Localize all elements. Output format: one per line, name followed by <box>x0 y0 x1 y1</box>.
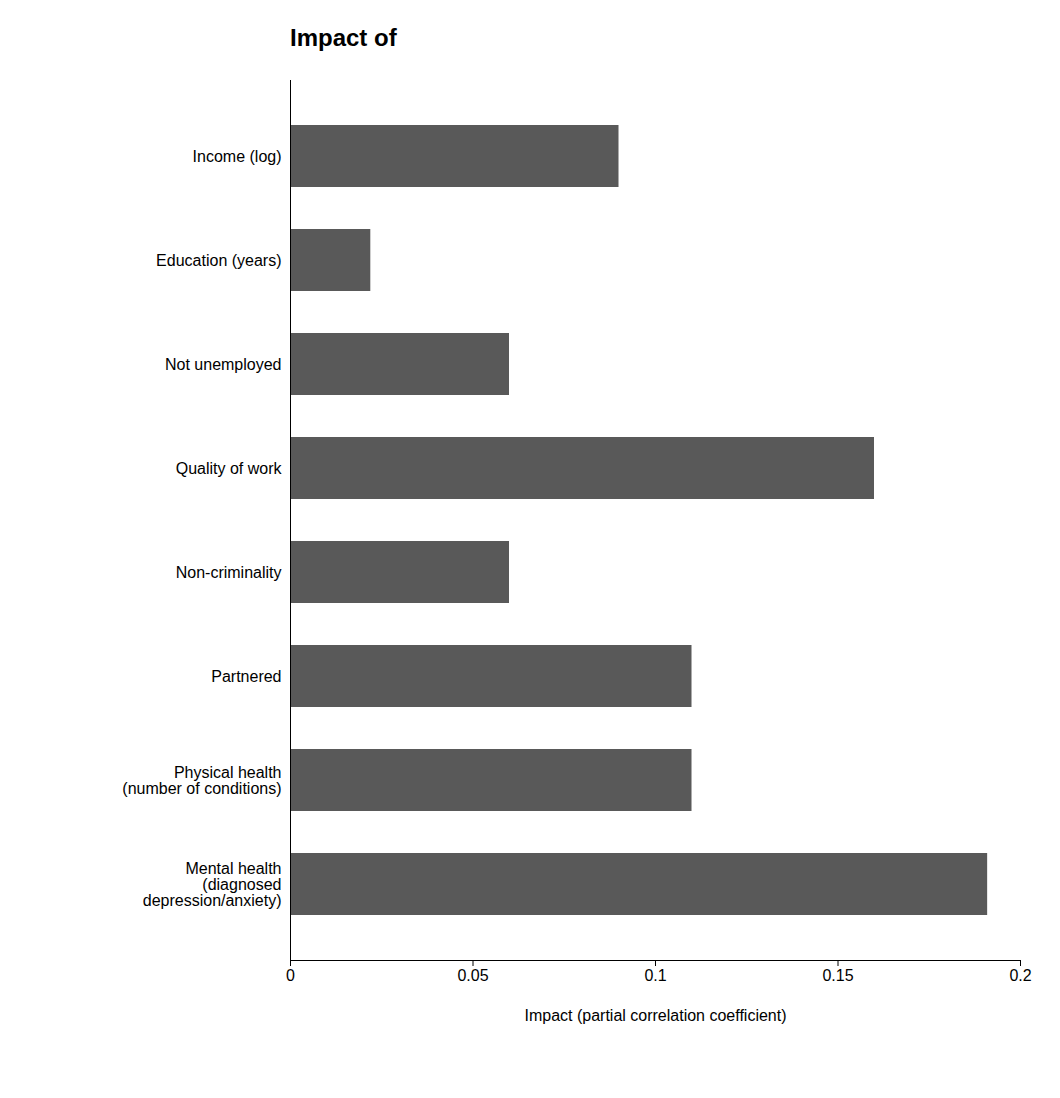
svg-text:0.2: 0.2 <box>1009 967 1031 984</box>
html-text:Impact of: Impact of <box>290 24 397 51</box>
svg-text:0.1: 0.1 <box>644 967 666 984</box>
svg-text:Non-criminality: Non-criminality <box>176 564 282 581</box>
svg-text:Education (years): Education (years) <box>156 252 281 269</box>
svg-text:Income (log): Income (log) <box>193 148 282 165</box>
svg-text:0: 0 <box>286 967 295 984</box>
svg-text:0.05: 0.05 <box>457 967 488 984</box>
svg-text:Mental health(diagnoseddepress: Mental health(diagnoseddepression/anxiet… <box>143 860 282 909</box>
svg-text:Not unemployed: Not unemployed <box>165 356 282 373</box>
svg-text:Quality of work: Quality of work <box>176 460 283 477</box>
svg-text:Partnered: Partnered <box>211 668 281 685</box>
svg-text:Impact (partial correlation co: Impact (partial correlation coefficient) <box>524 1007 786 1024</box>
svg-text:0.15: 0.15 <box>822 967 853 984</box>
svg-text:Physical health(number of cond: Physical health(number of conditions) <box>122 764 281 797</box>
